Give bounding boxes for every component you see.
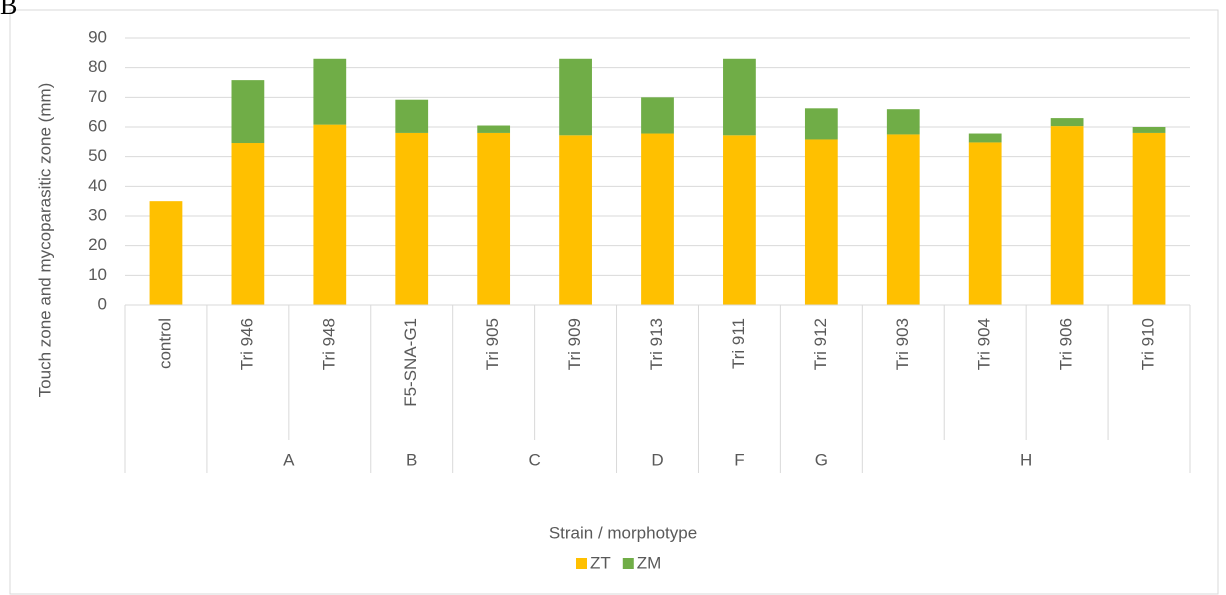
- bar-segment: [313, 124, 347, 305]
- y-axis-title: Touch zone and mycoparasitic zone (mm): [35, 83, 54, 398]
- chart-frame: [9, 9, 1219, 595]
- bar-segment: [559, 135, 592, 305]
- x-tick-label: Tri 912: [811, 318, 830, 370]
- bar-segment: [559, 58, 592, 136]
- group-label: A: [283, 450, 295, 469]
- group-label: D: [651, 450, 663, 469]
- x-tick-label: F5-SNA-G1: [401, 318, 420, 407]
- bar-segment: [968, 133, 1002, 143]
- bar-segment: [804, 139, 838, 305]
- group-label: F: [734, 450, 744, 469]
- y-tick-label: 30: [88, 205, 107, 224]
- bar-segment: [1132, 127, 1166, 133]
- bar-segment: [886, 134, 920, 305]
- y-tick-label: 10: [88, 265, 107, 284]
- group-label: C: [528, 450, 540, 469]
- bar-segment: [641, 133, 674, 305]
- x-tick-label: Tri 904: [975, 318, 994, 370]
- x-tick-label: Tri 905: [483, 318, 502, 370]
- x-tick-label: Tri 906: [1057, 318, 1076, 370]
- y-tick-label: 50: [88, 146, 107, 165]
- y-tick-label: 80: [88, 57, 107, 76]
- bar-segment: [723, 58, 756, 136]
- y-tick-label: 20: [88, 235, 107, 254]
- bar-segment: [1050, 118, 1084, 127]
- group-label: B: [406, 450, 417, 469]
- bar-segment: [149, 201, 183, 305]
- bar-segment: [395, 99, 429, 133]
- bar-segment: [723, 135, 756, 305]
- group-label: H: [1020, 450, 1032, 469]
- y-tick-label: 0: [98, 294, 107, 313]
- x-tick-label: Tri 911: [729, 318, 748, 369]
- legend-swatch: [576, 558, 587, 569]
- legend-label: ZM: [637, 553, 662, 572]
- x-tick-label: Tri 903: [893, 318, 912, 370]
- bar-segment: [477, 125, 511, 133]
- x-tick-label: Tri 948: [319, 318, 338, 370]
- legend-swatch: [622, 558, 634, 569]
- bar-segment: [886, 109, 920, 135]
- panel-label: B: [0, 0, 17, 20]
- y-tick-label: 70: [88, 87, 107, 106]
- bar-segment: [477, 132, 511, 305]
- y-tick-label: 90: [88, 27, 107, 46]
- x-tick-label: Tri 913: [647, 318, 666, 370]
- x-tick-label: Tri 910: [1139, 318, 1158, 370]
- bar-segment: [395, 132, 429, 305]
- y-tick-label: 60: [88, 116, 107, 135]
- bar-segment: [968, 142, 1002, 305]
- legend-label: ZT: [590, 553, 611, 572]
- bar-segment: [231, 80, 265, 144]
- y-tick-label: 40: [88, 176, 107, 195]
- bar-segment: [313, 58, 347, 125]
- bar-segment: [641, 97, 674, 134]
- bar-segment: [804, 108, 838, 140]
- group-label: G: [815, 450, 828, 469]
- x-tick-label: Tri 909: [565, 318, 584, 370]
- bar-segment: [1132, 132, 1166, 305]
- x-tick-label: control: [155, 318, 174, 369]
- bar-segment: [231, 143, 265, 305]
- bar-segment: [1050, 126, 1084, 305]
- x-tick-label: Tri 946: [237, 318, 256, 370]
- x-axis-title: Strain / morphotype: [549, 523, 697, 542]
